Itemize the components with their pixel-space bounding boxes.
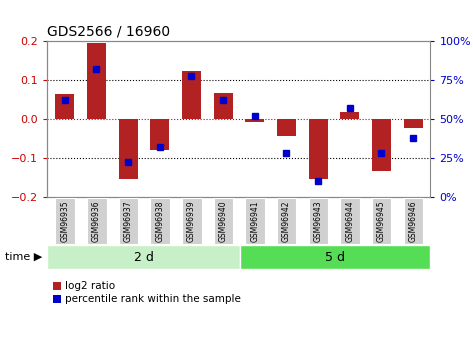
Text: GDS2566 / 16960: GDS2566 / 16960 [47,25,170,39]
Text: GSM96935: GSM96935 [60,200,69,242]
Text: GSM96943: GSM96943 [314,200,323,242]
Bar [245,119,264,122]
Text: GSM96936: GSM96936 [92,200,101,242]
Bar [182,70,201,119]
Text: GSM96944: GSM96944 [345,200,354,242]
Bar [47,245,240,269]
Bar [213,92,233,119]
Bar [87,198,106,244]
Bar [55,94,74,119]
Bar [119,119,138,179]
Bar [55,198,75,244]
Bar [150,198,170,244]
Bar [150,119,169,150]
Bar [340,198,360,244]
Bar [245,198,265,244]
Text: GSM96938: GSM96938 [155,200,164,242]
Bar [372,198,392,244]
Bar [277,119,296,137]
Bar [308,119,327,179]
Bar [119,198,138,244]
Text: 5 d: 5 d [325,250,345,264]
Text: GSM96939: GSM96939 [187,200,196,242]
Text: GSM96942: GSM96942 [282,200,291,242]
Bar [308,198,328,244]
Text: GSM96945: GSM96945 [377,200,386,242]
Bar [403,119,422,128]
Legend: log2 ratio, percentile rank within the sample: log2 ratio, percentile rank within the s… [53,281,241,304]
Bar [213,198,233,244]
Bar [182,198,201,244]
Bar [87,43,106,119]
Text: 2 d: 2 d [134,250,154,264]
Text: GSM96937: GSM96937 [123,200,132,242]
Text: GSM96946: GSM96946 [409,200,418,242]
Text: GSM96941: GSM96941 [250,200,259,242]
Bar [403,198,423,244]
Text: GSM96940: GSM96940 [219,200,228,242]
Bar [340,112,359,119]
Bar [372,119,391,171]
Text: time ▶: time ▶ [5,252,42,262]
Bar [277,198,297,244]
Bar [240,245,430,269]
